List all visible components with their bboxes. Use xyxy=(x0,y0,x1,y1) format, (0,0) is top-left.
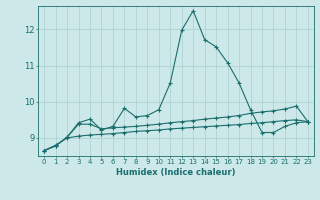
X-axis label: Humidex (Indice chaleur): Humidex (Indice chaleur) xyxy=(116,168,236,177)
